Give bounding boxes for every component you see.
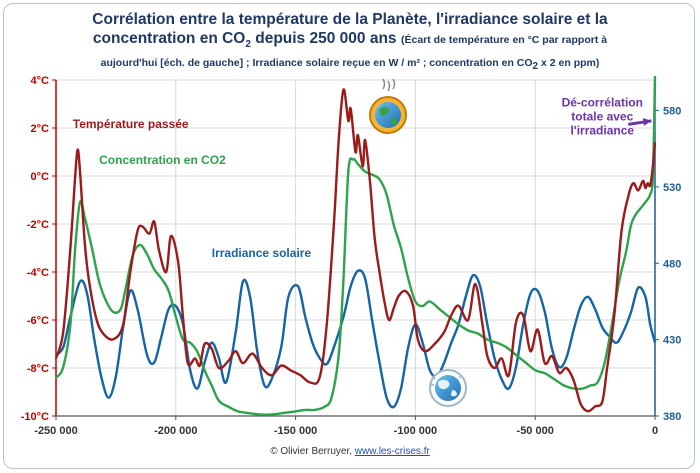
y2-tick-label: 430 [663,335,681,347]
y-tick-label: -10°C [21,411,49,423]
series-line-irradiance [55,269,657,409]
chart-note-b-text: aujourd'hui [éch. de gauche] ; Irradianc… [100,57,533,70]
chart-title-line2: concentration en CO2 depuis 250 000 ans [92,30,397,51]
x-tick-label: -100 000 [394,425,437,437]
y-tick-label: -6°C [27,315,49,327]
chart-note-b-rest: x 2 en ppm) [538,57,600,70]
earth-cold-icon [429,369,467,407]
y-tick-label: -8°C [27,363,49,375]
credit-author: © Olivier Berruyer, [270,446,355,457]
series-line-temperature [54,88,657,413]
chart-note-b: aujourd'hui [éch. de gauche] ; Irradianc… [20,54,680,76]
y-tick-label: 0°C [31,171,50,183]
chart-note-b-sub: 2 [532,61,539,73]
y2-tick-label: 580 [663,106,681,118]
series-label-irradiance: Irradiance solaire [212,246,312,260]
y-tick-label: 4°C [31,75,50,87]
chart-title-co2-sub: 2 [245,39,251,51]
series-label-co2: Concentration en CO2 [99,153,226,167]
chart-title-period: depuis 250 000 ans [250,30,397,47]
x-tick-label: -50 000 [517,425,554,437]
chart-title-co2: concentration en CO [92,30,246,47]
series-line-co2 [55,75,657,416]
chart-title-block: Corrélation entre la température de la P… [20,10,680,76]
series-labels: Irradiance solaire Concentration en CO2 Te… [73,95,652,260]
y2-tick-label: 480 [663,258,681,270]
chart-credit: © Olivier Berruyer, www.les-crises.fr [0,446,700,457]
y-tick-label: -4°C [27,267,49,279]
x-tick-label: -150 000 [274,425,317,437]
credit-site-link[interactable]: www.les-crises.fr [354,446,430,457]
annotation-line: Dé-corrélation [562,95,643,109]
annotation-arrow-head [642,118,652,126]
series-label-temperature: Température passée [73,117,189,131]
y2-tick-label: 380 [663,411,681,423]
x-tick-label: 0 [652,425,658,437]
earth-hot-icon [369,78,407,134]
x-tick-label: -200 000 [154,425,197,437]
annotation-line: totale avec [571,109,633,123]
x-tick-label: -250 000 [34,425,77,437]
series-lines [54,75,657,416]
y-tick-label: -2°C [27,219,49,231]
chart-frame [3,3,695,469]
y-tick-label: 2°C [31,123,50,135]
annotation-line: l'irradiance [571,123,635,137]
chart-title-line1: Corrélation entre la température de la P… [92,11,608,28]
y2-tick-label: 530 [663,182,681,194]
chart-note-a: (Écart de température en °C par rapport … [400,34,608,46]
